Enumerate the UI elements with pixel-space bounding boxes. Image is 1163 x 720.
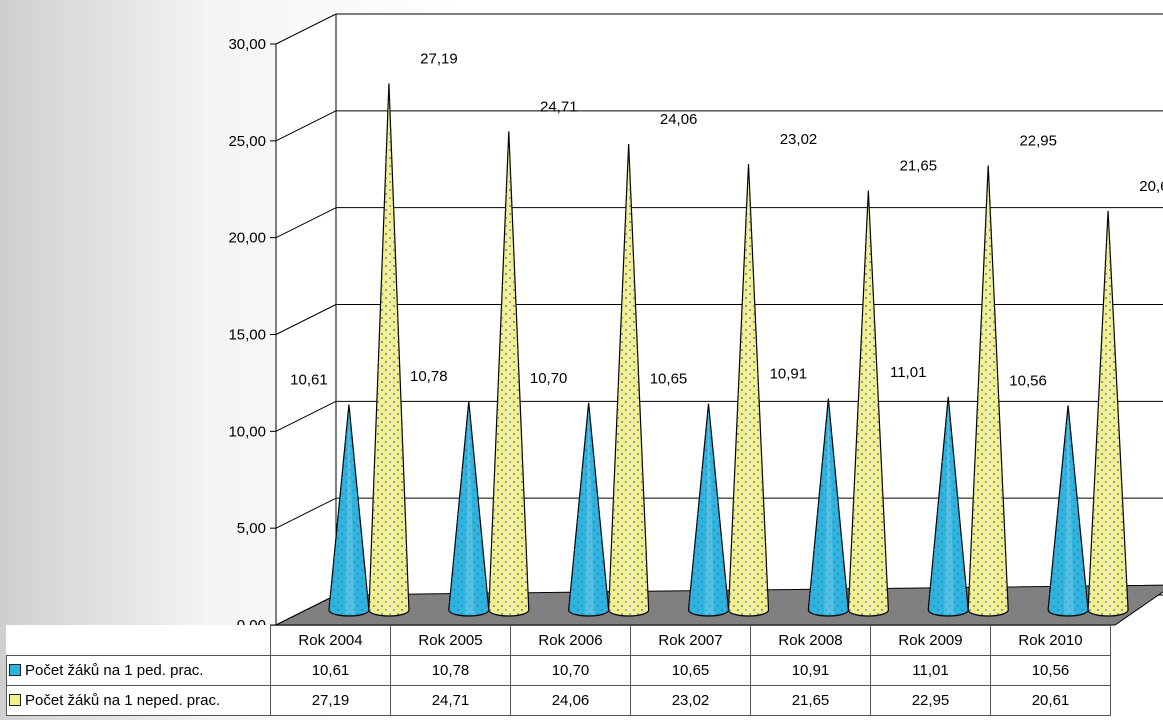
data-table-value: 24,06	[510, 685, 631, 716]
data-table-category: Rok 2007	[630, 625, 751, 656]
y-tick-label: 10,00	[228, 423, 266, 440]
data-label: 10,91	[770, 366, 808, 383]
cone-bar	[687, 403, 730, 617]
cone-bar	[807, 398, 849, 617]
data-table-row: Počet žáků na 1 neped. prac. 27,19 24,71 24…	[6, 685, 1111, 716]
data-label: 24,06	[660, 111, 698, 128]
gridline-depth	[275, 110, 337, 142]
data-table-category: Rok 2004	[270, 625, 391, 656]
data-label: 21,65	[900, 158, 938, 175]
y-tick-label: 5,00	[237, 520, 266, 537]
gridline-depth	[275, 207, 337, 239]
legend-swatch	[9, 694, 21, 707]
data-table-category: Rok 2005	[390, 625, 511, 656]
data-label: 10,56	[1009, 372, 1047, 389]
data-table: Rok 2004 Rok 2005 Rok 2006 Rok 2007 Rok 2008…	[6, 625, 1111, 716]
data-table-value: 10,78	[390, 655, 511, 686]
data-table-value: 10,70	[510, 655, 631, 686]
data-label: 27,19	[420, 50, 458, 67]
data-table-value: 27,19	[270, 685, 391, 716]
y-tick-label: 25,00	[228, 133, 266, 150]
data-label: 10,65	[650, 371, 688, 388]
data-label: 23,02	[780, 131, 818, 148]
data-table-value: 10,56	[990, 655, 1111, 686]
cone-bar	[1087, 210, 1129, 617]
cone-bar	[967, 165, 1009, 617]
data-labels: 10,61 10,78 10,70 10,65 10,91 11,01 10,56 27,19…	[290, 50, 1163, 389]
data-table-header-row: Rok 2004 Rok 2005 Rok 2006 Rok 2007 Rok 2008…	[7, 625, 1111, 656]
gridline-depth	[275, 304, 337, 335]
data-label: 10,70	[530, 370, 568, 387]
data-table-value: 10,65	[630, 655, 751, 686]
data-table-category: Rok 2006	[510, 625, 631, 656]
data-table-value: 11,01	[870, 655, 991, 686]
data-table-value: 10,91	[750, 655, 871, 686]
cone-bar	[927, 396, 969, 617]
legend-entry: Počet žáků na 1 neped. prac.	[6, 685, 271, 716]
gridline-depth	[275, 13, 337, 45]
data-table-category: Rok 2009	[870, 625, 991, 656]
cone-bar	[568, 402, 610, 617]
data-table-value: 24,71	[390, 685, 511, 716]
gridline-depth	[275, 400, 337, 432]
y-tick-label: 15,00	[228, 327, 266, 344]
cone-bar	[608, 144, 650, 617]
cone-bar	[328, 404, 370, 617]
data-table-value: 23,02	[630, 685, 751, 716]
legend-label: Počet žáků na 1 ped. prac.	[25, 662, 204, 679]
cone-bar	[368, 83, 410, 617]
data-table-value: 10,61	[270, 655, 391, 686]
data-label: 10,61	[290, 372, 328, 389]
gridline-depth	[275, 497, 337, 529]
cone-bar	[847, 190, 889, 617]
cone-bar	[488, 131, 530, 617]
data-table-category: Rok 2008	[750, 625, 871, 656]
data-label: 22,95	[1019, 133, 1057, 150]
data-table-category: Rok 2010	[990, 625, 1111, 656]
data-table-value: 22,95	[870, 685, 991, 716]
y-tick-label: 30,00	[228, 36, 266, 53]
cone-bar	[727, 164, 770, 617]
data-label: 24,71	[540, 98, 578, 115]
data-label: 10,78	[410, 368, 448, 385]
cone-bar	[1047, 405, 1089, 617]
legend-entry: Počet žáků na 1 ped. prac.	[6, 655, 271, 686]
data-table-corner	[7, 626, 271, 656]
legend-swatch	[9, 664, 21, 677]
data-label: 11,01	[890, 364, 926, 381]
data-label: 20,61	[1139, 178, 1163, 195]
y-tick-label: 20,00	[228, 230, 266, 247]
data-table-value: 20,61	[990, 685, 1111, 716]
legend-label: Počet žáků na 1 neped. prac.	[25, 692, 221, 709]
data-table-value: 21,65	[750, 685, 871, 716]
cones	[328, 83, 1129, 617]
data-table-row: Počet žáků na 1 ped. prac. 10,61 10,78 10,7…	[6, 655, 1111, 686]
